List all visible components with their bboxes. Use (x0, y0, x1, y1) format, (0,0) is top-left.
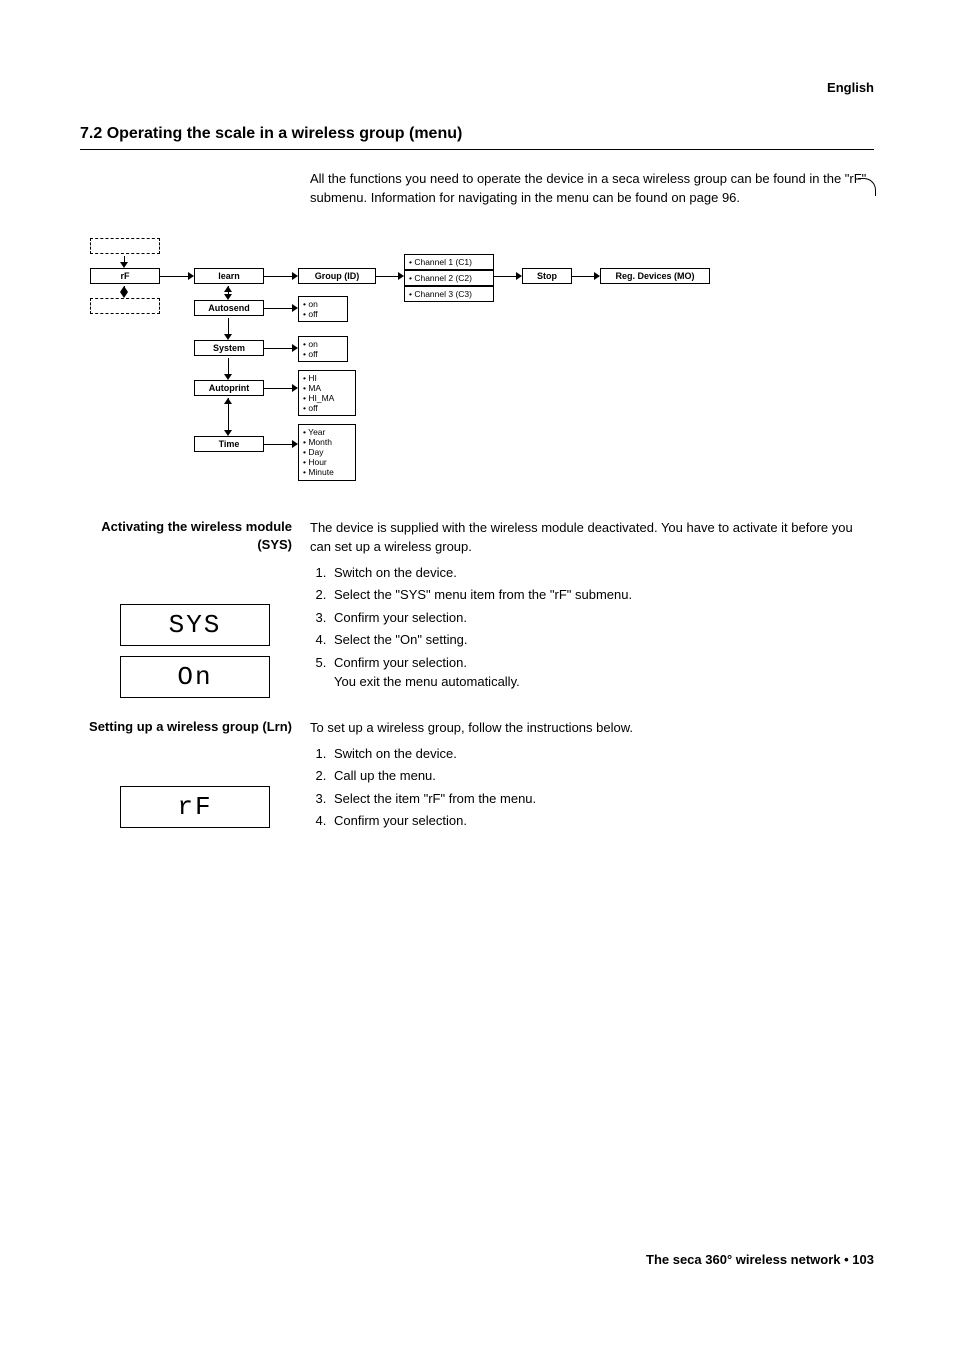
diagram-line (264, 308, 294, 309)
list-item: Confirm your selection. (330, 811, 874, 831)
node-reg-devices: Reg. Devices (MO) (600, 268, 710, 284)
node-group: Group (ID) (298, 268, 376, 284)
node-learn: learn (194, 268, 264, 284)
step5-sub: You exit the menu automatically. (334, 674, 520, 689)
opt-autosend: • on • off (298, 296, 348, 322)
node-time: Time (194, 436, 264, 452)
lcd-text: rF (177, 792, 212, 822)
node-autoprint: Autoprint (194, 380, 264, 396)
diagram-line (160, 276, 190, 277)
lcd-display-on: On (120, 656, 270, 698)
menu-diagram: rF learn Autosend System Autoprint Time (90, 238, 874, 498)
diagram-line (494, 276, 518, 277)
diagram-line (572, 276, 596, 277)
lcd-display-rf: rF (120, 786, 270, 828)
opt-ch1: • Channel 1 (C1) (404, 254, 494, 270)
language-label: English (80, 80, 874, 95)
list-item: Switch on the device. (330, 563, 874, 583)
opt-ch3: • Channel 3 (C3) (404, 286, 494, 302)
section1-steps: Switch on the device. Select the "SYS" m… (330, 563, 874, 692)
step5-main: Confirm your selection. (334, 655, 467, 670)
diagram-line (264, 444, 294, 445)
list-item: Select the "SYS" menu item from the "rF"… (330, 585, 874, 605)
lcd-text: On (177, 662, 212, 692)
lcd-display-sys: SYS (120, 604, 270, 646)
lcd-text: SYS (169, 610, 222, 640)
opt-time: • Year • Month • Day • Hour • Minute (298, 424, 356, 481)
node-system: System (194, 340, 264, 356)
section-heading: 7.2 Operating the scale in a wireless gr… (80, 125, 874, 143)
subheading-lrn: Setting up a wireless group (Lrn) (80, 718, 292, 736)
intro-paragraph: All the functions you need to operate th… (310, 170, 874, 208)
section1-text: The device is supplied with the wireless… (310, 518, 874, 557)
list-item: Switch on the device. (330, 744, 874, 764)
list-item: Select the "On" setting. (330, 630, 874, 650)
page-footer: The seca 360° wireless network • 103 (646, 1252, 874, 1267)
list-item: Call up the menu. (330, 766, 874, 786)
dashed-box-top (90, 238, 160, 254)
heading-rule (80, 149, 874, 150)
node-autosend: Autosend (194, 300, 264, 316)
list-item: Select the item "rF" from the menu. (330, 789, 874, 809)
opt-system: • on • off (298, 336, 348, 362)
node-stop: Stop (522, 268, 572, 284)
diagram-line (264, 276, 294, 277)
diagram-line (376, 276, 400, 277)
list-item: Confirm your selection. You exit the men… (330, 653, 874, 692)
arrow-up-icon (224, 286, 232, 292)
diagram-line (264, 388, 294, 389)
subheading-sys: Activating the wireless module (SYS) (80, 518, 292, 554)
dashed-box-bottom (90, 298, 160, 314)
node-rf: rF (90, 268, 160, 284)
opt-ch2: • Channel 2 (C2) (404, 270, 494, 286)
section2-text: To set up a wireless group, follow the i… (310, 718, 874, 738)
list-item: Confirm your selection. (330, 608, 874, 628)
diagram-line (264, 348, 294, 349)
opt-autoprint: • HI • MA • HI_MA • off (298, 370, 356, 417)
arrow-up-icon (224, 398, 232, 404)
section2-steps: Switch on the device. Call up the menu. … (330, 744, 874, 831)
